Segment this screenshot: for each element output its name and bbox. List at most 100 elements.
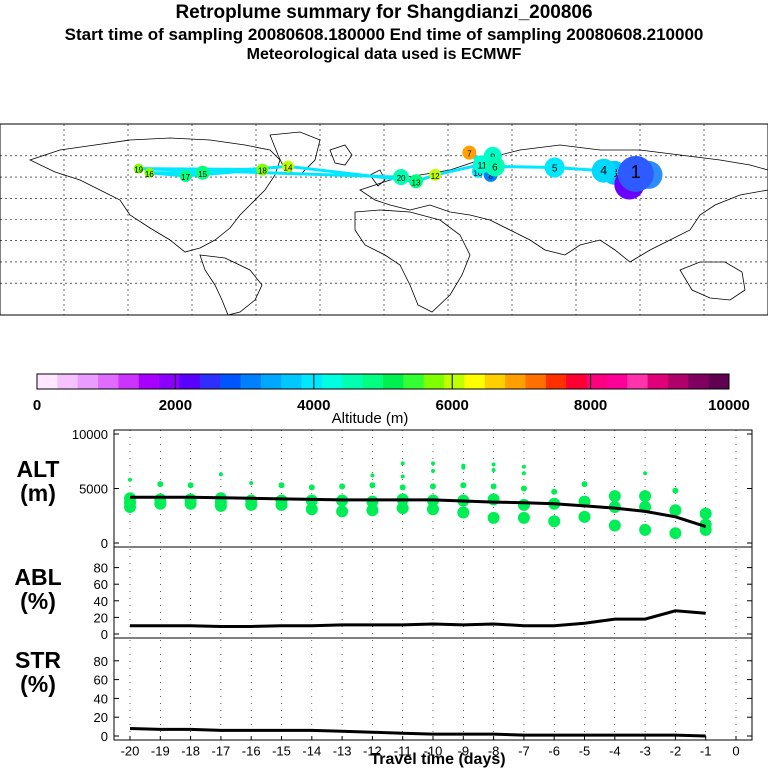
vertical-gridlines: [129, 430, 737, 740]
alt-scatter-point: [517, 498, 530, 511]
colorbar-swatch: [566, 374, 588, 389]
series-line: [130, 609, 706, 628]
y-tick-label: 80: [94, 654, 108, 669]
alt-scatter-point: [517, 511, 530, 524]
alt-scatter-point: [461, 465, 466, 470]
x-tick-label: -2: [670, 744, 682, 759]
trajectory-marker: [393, 169, 410, 186]
colorbar-swatch: [627, 374, 649, 389]
alt-scatter-point: [643, 471, 648, 476]
x-tick-label: -19: [151, 744, 170, 759]
marker-label: 6: [492, 162, 498, 173]
colorbar-swatch: [423, 374, 445, 389]
colorbar-swatch: [464, 374, 486, 389]
alt-scatter-point: [128, 477, 132, 482]
y-tick-label: 0: [101, 536, 108, 551]
colorbar-swatch: [199, 374, 221, 389]
alt-scatter-point: [399, 484, 406, 491]
alt-scatter-point: [669, 527, 682, 540]
colorbar-swatch: [688, 374, 710, 389]
colorbar-swatch: [281, 374, 303, 389]
x-tick-label: -14: [302, 744, 321, 759]
alt-scatter-point: [490, 483, 497, 490]
alt-scatter-point: [400, 474, 405, 479]
y-tick-label: 20: [94, 710, 108, 725]
abl-label: ABL: [14, 564, 61, 590]
series-line: [130, 495, 707, 529]
colorbar-swatch: [240, 374, 262, 389]
alt-scatter-point: [460, 482, 467, 489]
y-tick-label: 60: [94, 673, 108, 688]
alt-scatter-point: [305, 503, 318, 516]
y-tick-label: 0: [101, 729, 108, 744]
marker-label: 13: [412, 178, 421, 187]
y-tick-label: 40: [94, 594, 108, 609]
colorbar-swatch: [57, 374, 79, 389]
colorbar-swatch: [383, 374, 404, 389]
alt-scatter-point: [308, 484, 315, 491]
alt-scatter-point: [457, 506, 470, 519]
marker-label: 5: [552, 164, 558, 175]
alt-scatter-point: [366, 504, 379, 517]
chart-title: Retroplume summary for Shangdianzi_20080…: [175, 2, 593, 23]
x-tick-label: -8: [488, 744, 500, 759]
alt-scatter-point: [639, 523, 652, 536]
trajectory-marker: [133, 163, 144, 174]
str-unit: (%): [20, 671, 56, 697]
y-tick-label: 5000: [79, 482, 108, 497]
alt-scatter-point: [608, 490, 621, 503]
x-tick-label: -13: [333, 744, 352, 759]
x-tick-label: -1: [700, 744, 712, 759]
colorbar-swatch: [667, 374, 689, 389]
str-panel: 0 20 40 60 80: [94, 654, 752, 744]
marker-label: 20: [397, 174, 406, 183]
sampling-times: Start time of sampling 20080608.180000 E…: [64, 25, 704, 44]
alt-panel: 0 5000 10000: [72, 427, 752, 551]
alt-scatter-point: [581, 481, 588, 488]
marker-label: 8: [488, 172, 493, 181]
colorbar-swatch: [403, 374, 425, 389]
trajectory-marker: [617, 155, 654, 192]
marker-label: 4: [600, 164, 607, 178]
alt-scatter-point: [124, 501, 136, 514]
x-tick-label: -9: [458, 744, 470, 759]
continent-outlines: [28, 131, 768, 316]
marker-label: 12: [431, 172, 440, 181]
alt-scatter-point: [521, 471, 526, 476]
x-tick-label: -10: [424, 744, 443, 759]
alt-scatter-point: [491, 467, 496, 472]
marker-label: 10: [473, 169, 482, 178]
alt-label: ALT: [16, 456, 59, 482]
alt-scatter-point: [154, 497, 167, 510]
alt-scatter-point: [400, 461, 405, 466]
marker-label: 18: [258, 167, 267, 176]
alt-scatter-point: [431, 461, 435, 466]
world-map: 16191012141718781315209115634211: [0, 123, 768, 316]
x-tick-label: -18: [181, 744, 200, 759]
colorbar-swatch: [37, 374, 58, 389]
map-gridlines: [0, 124, 768, 315]
colorbar-swatch: [362, 374, 384, 389]
trajectory-marker: [409, 174, 423, 189]
colorbar-tick-label: 2000: [159, 397, 192, 414]
y-tick-label: 60: [94, 577, 108, 592]
alt-scatter-point: [278, 482, 285, 489]
colorbar-swatch: [77, 374, 99, 389]
trajectory-marker: [544, 157, 565, 178]
abl-unit: (%): [20, 588, 56, 614]
colorbar-swatch: [586, 374, 608, 389]
y-tick-label: 10000: [72, 427, 108, 442]
marker-label: 11: [477, 160, 486, 170]
x-axis-label: Travel time (days): [370, 751, 505, 768]
alt-scatter-point: [430, 483, 436, 490]
colorbar-swatch: [220, 374, 242, 389]
alt-scatter-point: [214, 499, 227, 512]
alt-scatter-point: [275, 498, 288, 511]
x-tick-label: -15: [272, 744, 291, 759]
trajectory-marker: [256, 163, 269, 176]
colorbar-tick-label: 0: [33, 397, 41, 414]
colorbar-tick-label: 4000: [297, 397, 330, 414]
colorbar-label: Altitude (m): [332, 410, 409, 427]
